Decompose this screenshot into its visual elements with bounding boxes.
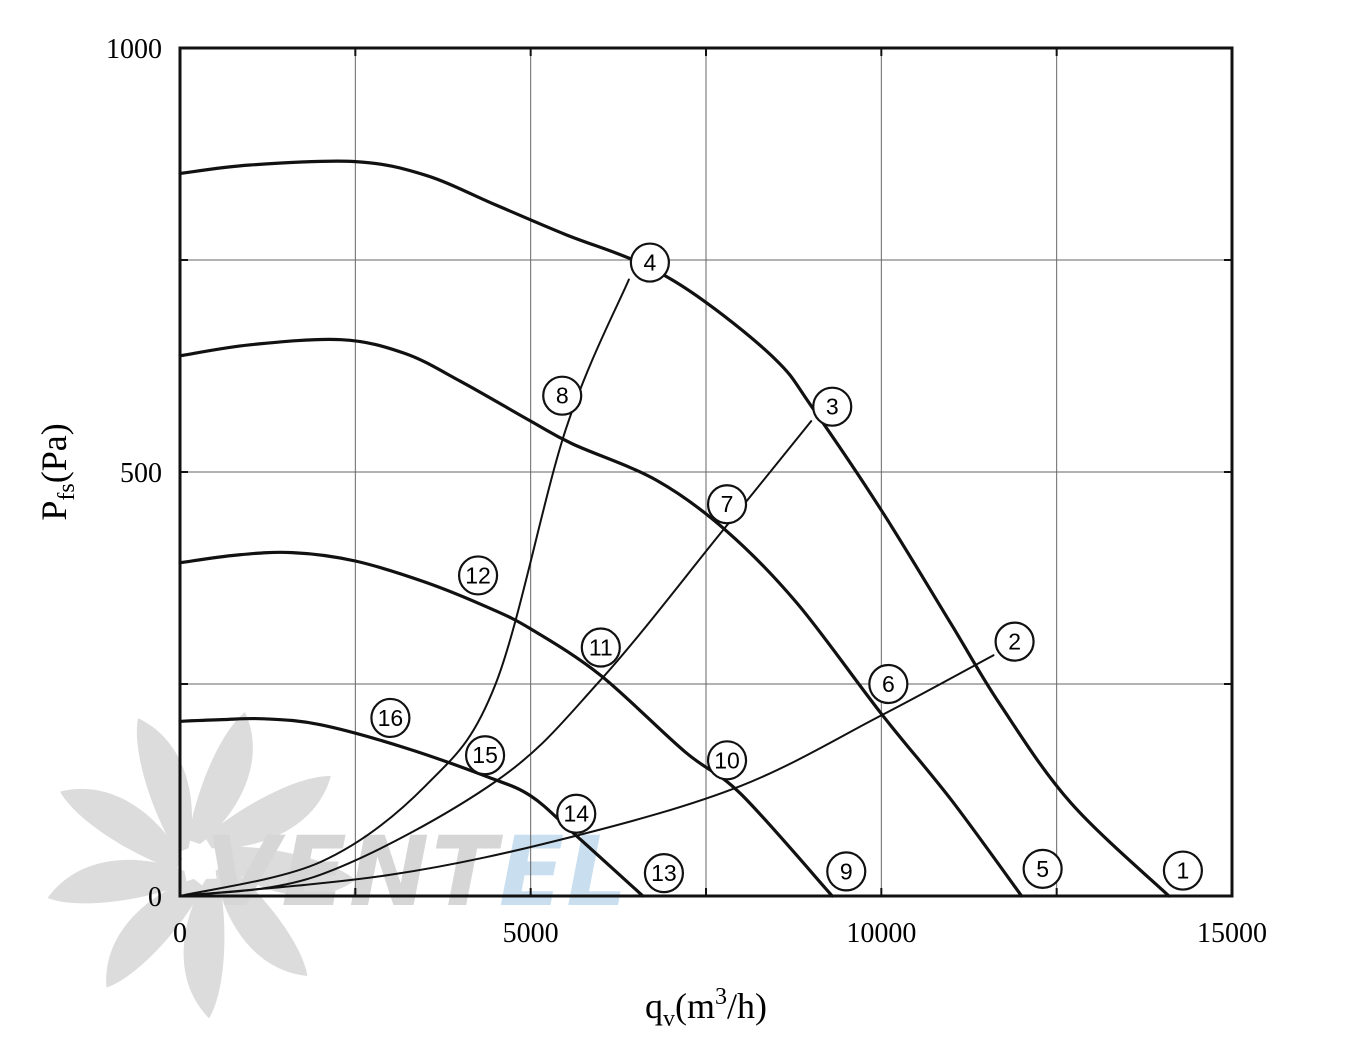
curve-marker-label: 3 bbox=[826, 394, 839, 420]
curve-marker-circle bbox=[994, 621, 1035, 662]
curve-marker-circle bbox=[868, 663, 909, 705]
curve-marker-15: 15 bbox=[464, 735, 506, 776]
watermark-fan-blade bbox=[60, 788, 183, 870]
curve-marker-6: 6 bbox=[868, 663, 909, 705]
y-axis-title-main: P bbox=[34, 501, 74, 521]
y-axis-title-sub: fs bbox=[54, 483, 80, 500]
watermark-fan-icon bbox=[47, 712, 356, 1019]
curve-marker-label: 16 bbox=[378, 705, 404, 731]
curve-marker-5: 5 bbox=[1022, 848, 1063, 889]
curve-marker-11: 11 bbox=[580, 627, 621, 668]
watermark-text-main: VENT bbox=[205, 816, 503, 928]
watermark-fan-blade bbox=[188, 712, 253, 844]
curve-marker-circle bbox=[1162, 850, 1204, 891]
x-tick-label: 0 bbox=[173, 918, 187, 949]
curve-marker-label: 1 bbox=[1177, 858, 1190, 884]
curve-marker-circle bbox=[1022, 848, 1063, 889]
watermark-fan-blade bbox=[136, 718, 192, 853]
system-curve-3 bbox=[179, 654, 995, 897]
x-axis-title-sub: v bbox=[663, 1006, 675, 1032]
y-axis-title-unit: (Pa) bbox=[34, 423, 74, 483]
y-tick-label: 0 bbox=[148, 882, 162, 913]
curve-marker-7: 7 bbox=[706, 484, 748, 525]
curve-marker-circle bbox=[464, 735, 506, 776]
y-tick-labels: 0 500 1000 bbox=[106, 34, 162, 913]
curve-marker-label: 11 bbox=[589, 635, 613, 661]
curve-marker-label: 13 bbox=[651, 860, 677, 886]
watermark-logo: VENTEL bbox=[47, 712, 629, 1019]
curve-marker-label: 6 bbox=[882, 671, 895, 697]
curve-marker-circle bbox=[370, 697, 411, 739]
x-axis-title-unit-post: /h) bbox=[727, 986, 767, 1026]
plot-frame bbox=[178, 46, 1234, 898]
grid-lines bbox=[180, 48, 1232, 896]
curve-marker-10: 10 bbox=[706, 740, 748, 781]
curve-marker-circle bbox=[812, 386, 853, 427]
watermark-fan-blade bbox=[106, 878, 204, 988]
watermark-fan-blade bbox=[204, 776, 331, 849]
curve-marker-circle bbox=[706, 484, 748, 525]
curve-marker-16: 16 bbox=[370, 697, 411, 739]
curve-marker-label: 8 bbox=[556, 383, 569, 409]
x-tick-label: 5000 bbox=[503, 918, 559, 949]
fan-curve-1 bbox=[178, 159, 1171, 898]
curve-marker-13: 13 bbox=[643, 853, 685, 894]
curve-marker-12: 12 bbox=[457, 555, 499, 596]
watermark-text-accent: EL bbox=[499, 816, 630, 928]
curve-marker-label: 2 bbox=[1008, 629, 1021, 655]
x-tick-label: 10000 bbox=[846, 918, 916, 949]
curve-marker-circle bbox=[706, 740, 748, 781]
curve-marker-4: 4 bbox=[629, 242, 670, 283]
curve-marker-3: 3 bbox=[812, 386, 853, 427]
x-axis-title: qv(m3/h) bbox=[645, 984, 767, 1032]
curve-marker-label: 15 bbox=[472, 742, 498, 768]
curve-marker-1: 1 bbox=[1162, 850, 1204, 891]
curve-marker-label: 5 bbox=[1036, 856, 1049, 882]
curve-marker-14: 14 bbox=[556, 793, 597, 834]
curve-marker-circle bbox=[556, 793, 597, 834]
x-axis-title-main: q bbox=[645, 986, 663, 1026]
y-axis-title: Pfs(Pa) bbox=[34, 423, 80, 520]
fan-curves bbox=[178, 159, 1171, 898]
curve-marker-2: 2 bbox=[994, 621, 1035, 662]
y-tick-label: 500 bbox=[120, 458, 162, 489]
curve-marker-8: 8 bbox=[542, 375, 583, 416]
curve-marker-circle bbox=[826, 851, 867, 892]
x-axis-title-sup: 3 bbox=[715, 984, 727, 1010]
y-tick-label: 1000 bbox=[106, 34, 162, 65]
curve-marker-circle bbox=[643, 853, 685, 894]
curve-marker-label: 7 bbox=[721, 491, 734, 517]
curve-marker-label: 10 bbox=[714, 747, 740, 773]
curve-marker-label: 12 bbox=[465, 562, 491, 588]
fan-curve-2 bbox=[178, 337, 1024, 898]
x-tick-labels: 0 5000 10000 15000 bbox=[173, 918, 1267, 949]
curve-marker-circle bbox=[457, 555, 499, 596]
curve-marker-circle bbox=[580, 627, 621, 668]
curve-marker-9: 9 bbox=[826, 851, 867, 892]
x-axis-title-unit-pre: (m bbox=[675, 986, 715, 1026]
curve-marker-circle bbox=[629, 242, 670, 283]
curve-marker-label: 4 bbox=[643, 250, 656, 276]
watermark-fan-blade bbox=[183, 878, 225, 1019]
curve-marker-circle bbox=[542, 375, 583, 416]
x-tick-label: 15000 bbox=[1197, 918, 1267, 949]
curve-marker-label: 14 bbox=[563, 801, 589, 827]
watermark-fan-blade bbox=[47, 859, 187, 904]
curve-marker-label: 9 bbox=[840, 858, 853, 884]
watermark-text: VENTEL bbox=[205, 816, 629, 928]
